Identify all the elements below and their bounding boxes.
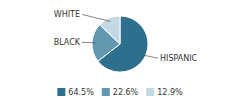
- slice-label: BLACK: [54, 38, 81, 47]
- legend-label: 64.5%: [68, 88, 94, 97]
- slice-label: WHITE: [54, 10, 80, 19]
- slice: [100, 16, 120, 44]
- annotations: HISPANIC BLACK WHITE: [54, 10, 198, 63]
- legend-item: 64.5%: [57, 88, 94, 97]
- leader-line: [82, 14, 110, 21]
- slice-label: HISPANIC: [160, 54, 198, 63]
- legend-swatch: [102, 88, 110, 96]
- leader-line: [82, 42, 95, 43]
- legend-swatch: [57, 88, 65, 96]
- legend-label: 22.6%: [113, 88, 139, 97]
- pie: [92, 16, 148, 72]
- leader-line: [142, 55, 158, 58]
- legend-item: 12.9%: [146, 88, 183, 97]
- legend-swatch: [146, 88, 154, 96]
- legend: 64.5% 22.6% 12.9%: [57, 88, 183, 97]
- legend-item: 22.6%: [102, 88, 139, 97]
- chart: HISPANIC BLACK WHITE 64.5% 22.6% 12.9%: [0, 0, 240, 100]
- legend-label: 12.9%: [157, 88, 183, 97]
